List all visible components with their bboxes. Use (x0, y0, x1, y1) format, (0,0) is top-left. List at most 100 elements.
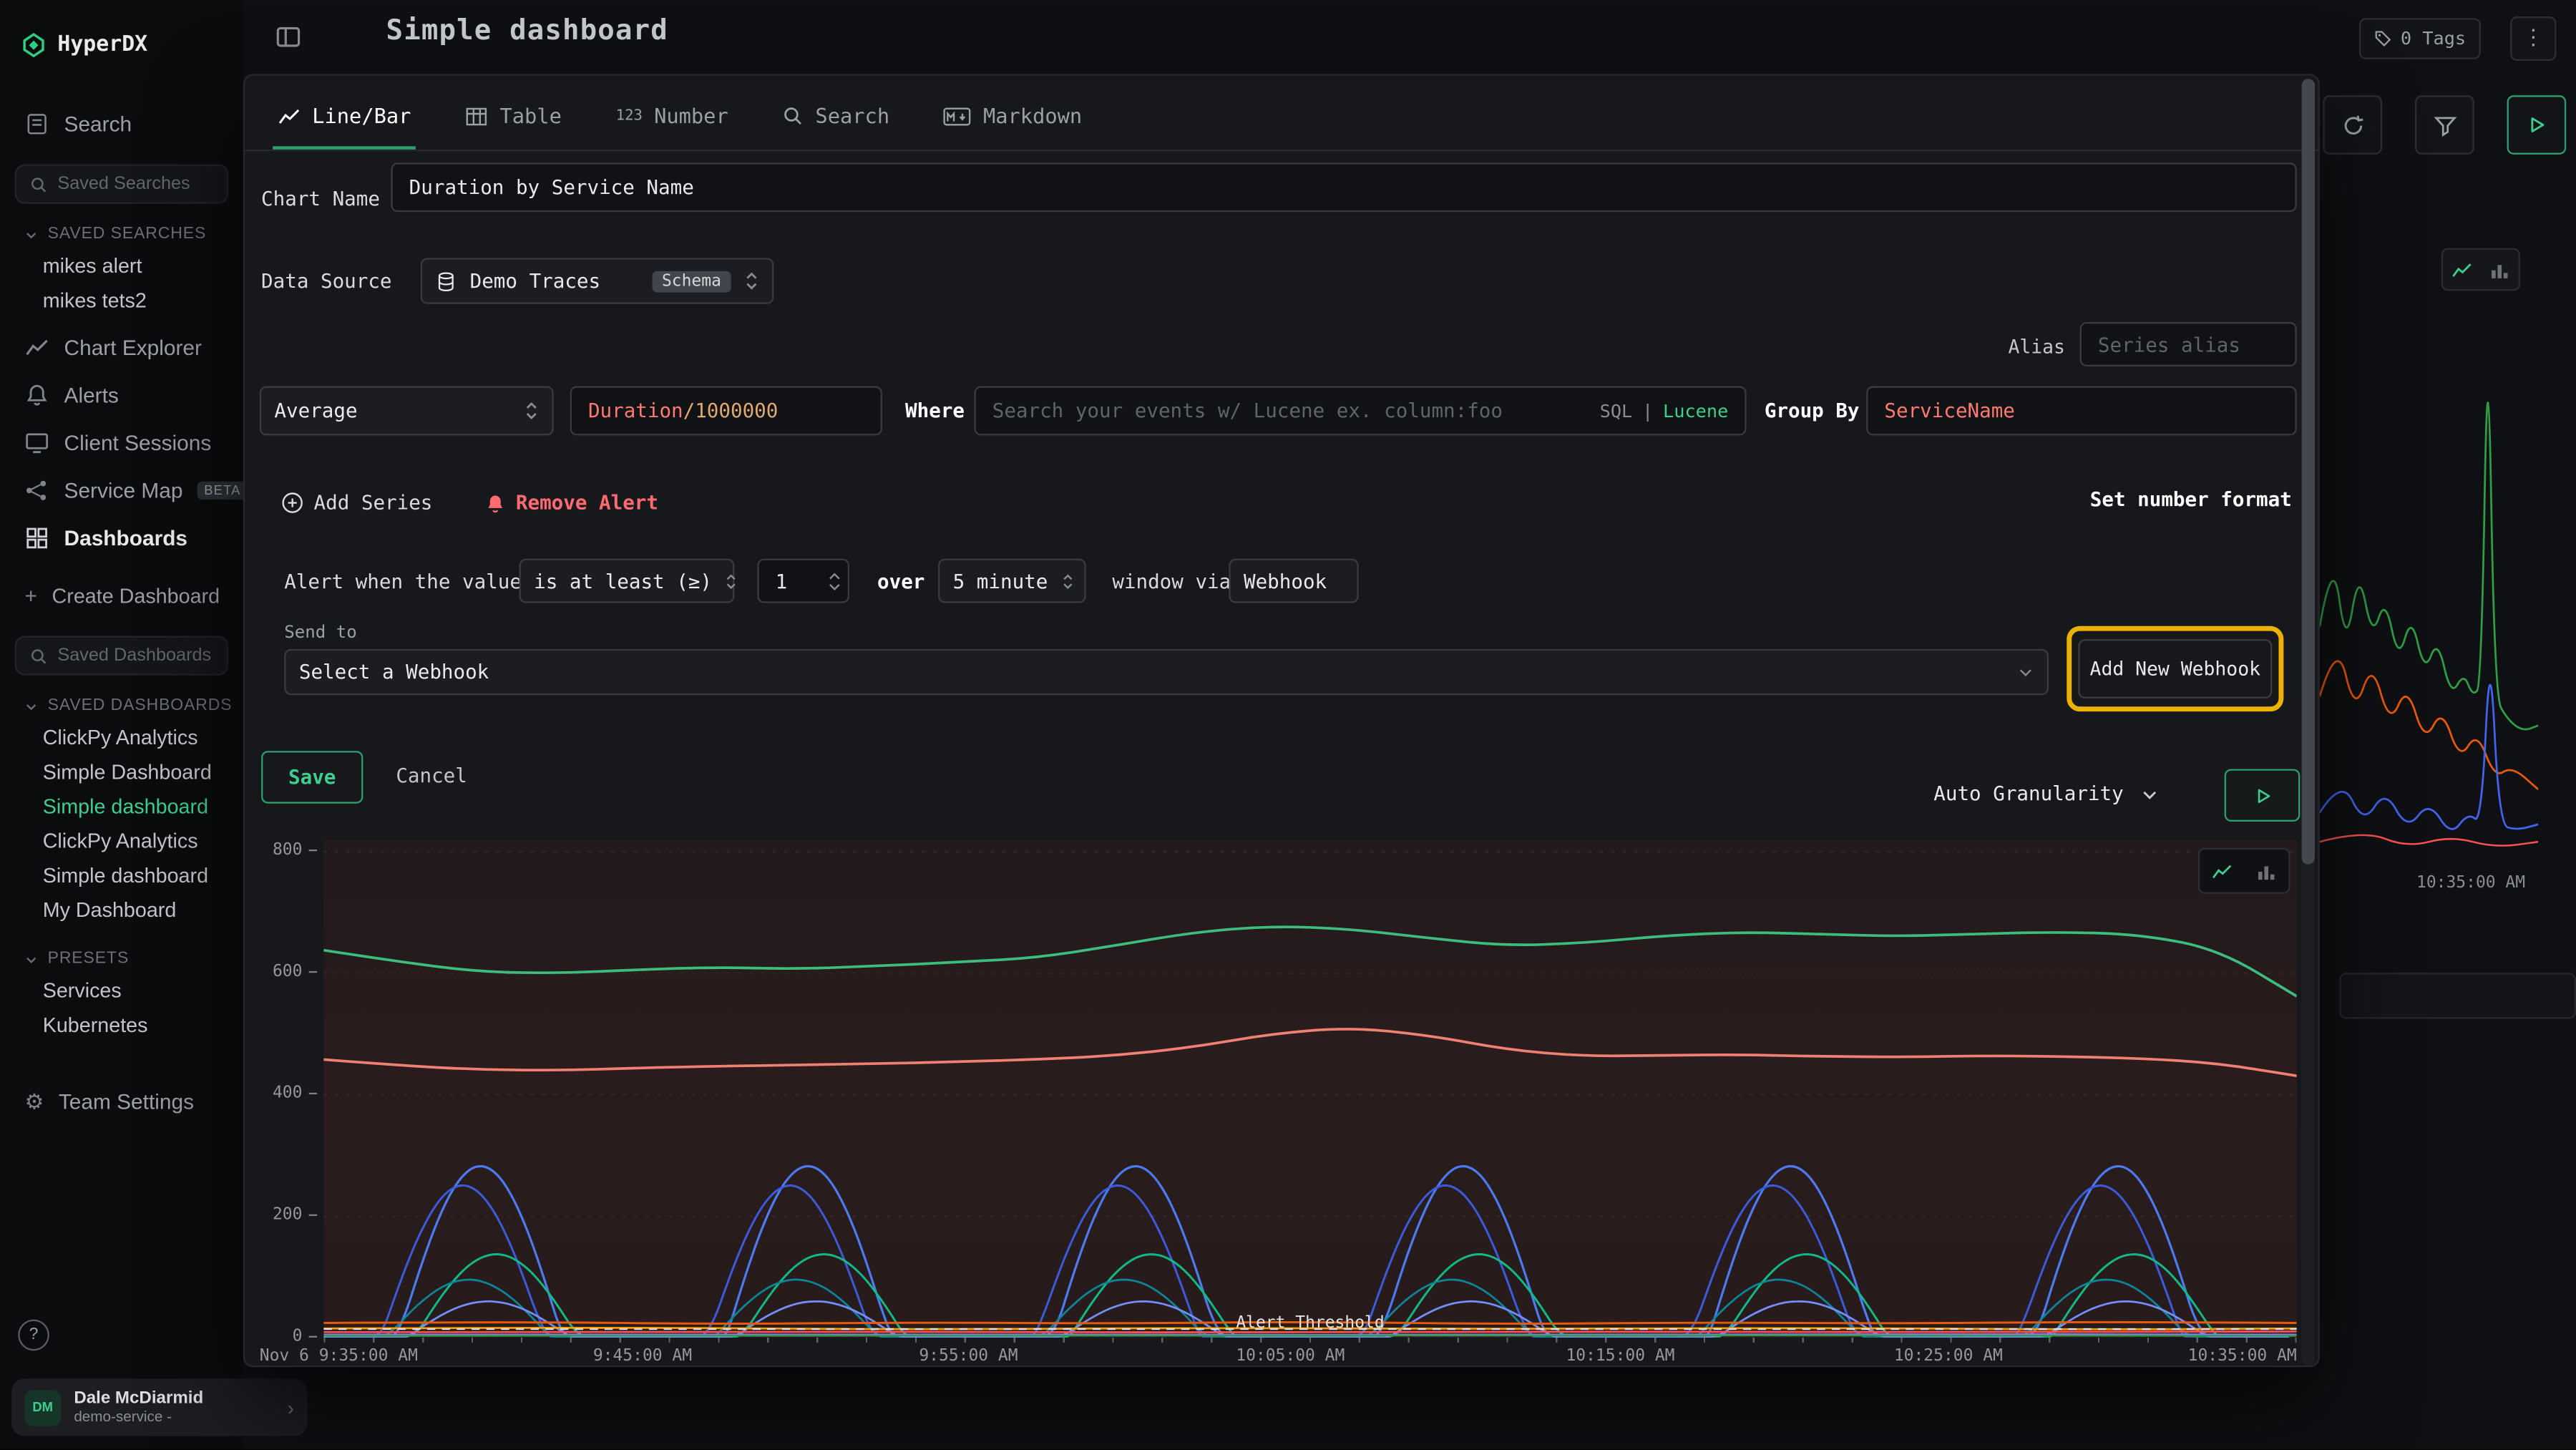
y-tick-label: 400 (273, 1085, 317, 1103)
tab-search[interactable]: Search (783, 82, 890, 150)
beta-badge: BETA (197, 482, 248, 500)
alert-condition-select[interactable]: is at least (≥) (519, 559, 735, 603)
data-source-label: Data Source (261, 258, 391, 303)
tags-button[interactable]: 0 Tags (2360, 18, 2481, 59)
chevrons-updown-icon (524, 399, 539, 422)
sidebar-item-search[interactable]: Search (0, 105, 243, 143)
preset-item[interactable]: Services (0, 974, 243, 1008)
scrollbar-thumb[interactable] (2302, 79, 2315, 864)
sidebar-item-chart-explorer[interactable]: Chart Explorer (0, 329, 243, 366)
lucene-mode[interactable]: Lucene (1663, 400, 1728, 422)
tab-line-bar[interactable]: Line/Bar (278, 82, 411, 150)
tab-number[interactable]: 123 Number (616, 82, 728, 150)
saved-searches-input[interactable]: Saved Searches (15, 165, 228, 204)
background-chart (2320, 289, 2538, 871)
y-tick-label: 200 (273, 1206, 317, 1224)
avatar: DM (24, 1389, 61, 1426)
saved-dashboards-input[interactable]: Saved Dashboards (15, 636, 228, 676)
alert-channel-select[interactable]: Webhook (1229, 559, 1358, 603)
tab-markdown[interactable]: Markdown (944, 82, 1082, 150)
where-search-input[interactable]: Search your events w/ Lucene ex. column:… (974, 386, 1746, 436)
app-root: HyperDX Search Saved Searches SAVED SEAR… (0, 0, 2576, 1449)
webhook-select[interactable]: Select a Webhook (284, 649, 2049, 695)
line-chart-icon (2211, 860, 2233, 882)
refresh-button[interactable] (2323, 95, 2382, 155)
saved-search-item[interactable]: mikes tets2 (0, 284, 243, 318)
plus-circle-icon (281, 491, 304, 514)
cancel-button[interactable]: Cancel (396, 751, 467, 800)
tab-table[interactable]: Table (465, 82, 562, 150)
chart-type-toggle[interactable] (2198, 848, 2290, 894)
create-dashboard-button[interactable]: + Create Dashboard (0, 577, 243, 615)
saved-dashboards-header[interactable]: SAVED DASHBOARDS (0, 696, 243, 714)
sidebar-item-dashboards[interactable]: Dashboards (0, 520, 243, 558)
monitor-icon (24, 431, 49, 455)
set-number-format-button[interactable]: Set number format (2090, 488, 2292, 511)
over-label: over (877, 559, 924, 603)
sql-mode[interactable]: SQL (1600, 400, 1633, 422)
saved-dashboards-list: ClickPy AnalyticsSimple DashboardSimple … (0, 721, 243, 928)
dashboards-grid-icon (24, 526, 49, 550)
save-button[interactable]: Save (261, 751, 363, 803)
line-chart-icon (2451, 259, 2473, 281)
search-doc-icon (24, 112, 49, 136)
filter-icon (2432, 112, 2457, 137)
chevrons-updown-icon (1061, 571, 1074, 591)
send-to-label: Send to (284, 623, 357, 643)
alert-window-select[interactable]: 5 minute (938, 559, 1086, 603)
saved-dashboard-item[interactable]: Simple Dashboard (0, 756, 243, 790)
user-menu[interactable]: DM Dale McDiarmid demo-service - › (11, 1378, 307, 1436)
preset-item[interactable]: Kubernetes (0, 1009, 243, 1043)
saved-dashboards-placeholder: Saved Dashboards (57, 646, 211, 666)
saved-search-item[interactable]: mikes alert (0, 250, 243, 284)
y-tick-label: 0 (293, 1328, 318, 1346)
sidebar-item-service-map[interactable]: Service Map BETA (0, 472, 243, 510)
run-button[interactable] (2507, 95, 2567, 155)
help-button[interactable]: ? (18, 1320, 49, 1351)
brand-logo[interactable]: HyperDX (0, 26, 243, 63)
sql-lucene-toggle[interactable]: SQL | Lucene (1600, 400, 1729, 422)
filter-button[interactable] (2415, 95, 2474, 155)
remove-alert-button[interactable]: Remove Alert (484, 483, 658, 522)
add-new-webhook-button[interactable]: Add New Webhook (2078, 639, 2272, 699)
y-axis: 0200400600800 (245, 840, 317, 1338)
refresh-icon (2341, 112, 2365, 137)
tabs-divider (245, 150, 2318, 151)
play-icon (2252, 784, 2273, 806)
data-source-select[interactable]: Demo Traces Schema (421, 258, 774, 303)
alias-label: Alias (1904, 323, 2065, 368)
saved-searches-header[interactable]: SAVED SEARCHES (0, 225, 243, 243)
modal-scrollbar[interactable] (2302, 79, 2315, 1366)
dots-vertical-icon: ⋮ (2522, 26, 2544, 51)
chart-name-input[interactable]: Duration by Service Name (391, 162, 2296, 212)
field-expression-input[interactable]: Duration/1000000 (570, 386, 882, 436)
alias-input[interactable]: Series alias (2080, 322, 2297, 366)
granularity-select[interactable]: Auto Granularity (1933, 771, 2158, 817)
sidebar-collapse-button[interactable] (274, 23, 302, 51)
saved-dashboard-item[interactable]: ClickPy Analytics (0, 721, 243, 756)
sidebar-item-client-sessions[interactable]: Client Sessions (0, 424, 243, 462)
group-by-input[interactable]: ServiceName (1866, 386, 2297, 436)
aggregation-select[interactable]: Average (260, 386, 554, 436)
add-series-button[interactable]: Add Series (281, 483, 433, 522)
saved-dashboard-item[interactable]: ClickPy Analytics (0, 825, 243, 860)
saved-dashboard-item[interactable]: My Dashboard (0, 894, 243, 928)
saved-dashboard-item[interactable]: Simple dashboard (0, 860, 243, 894)
more-options-button[interactable]: ⋮ (2510, 16, 2556, 61)
background-search-input[interactable] (2339, 973, 2576, 1018)
run-chart-button[interactable] (2225, 769, 2301, 821)
gear-icon: ⚙ (24, 1089, 44, 1115)
x-axis: Nov 6 9:35:00 AM9:45:00 AM9:55:00 AM10:0… (260, 1348, 2297, 1371)
number-stepper[interactable] (828, 571, 841, 591)
x-tick-label: 9:45:00 AM (593, 1348, 692, 1366)
where-label: Where (905, 386, 965, 436)
saved-dashboard-item[interactable]: Simple dashboard (0, 790, 243, 824)
schema-badge: Schema (652, 271, 731, 292)
alias-placeholder: Series alias (2098, 333, 2240, 356)
background-chart-type-toggle[interactable] (2441, 248, 2520, 291)
dashboard-toolbar (2323, 95, 2566, 155)
sidebar-item-team-settings[interactable]: ⚙ Team Settings (0, 1083, 243, 1121)
sidebar-item-alerts[interactable]: Alerts (0, 376, 243, 414)
alert-threshold-input[interactable]: 1 (757, 559, 849, 603)
presets-header[interactable]: PRESETS (0, 950, 243, 968)
